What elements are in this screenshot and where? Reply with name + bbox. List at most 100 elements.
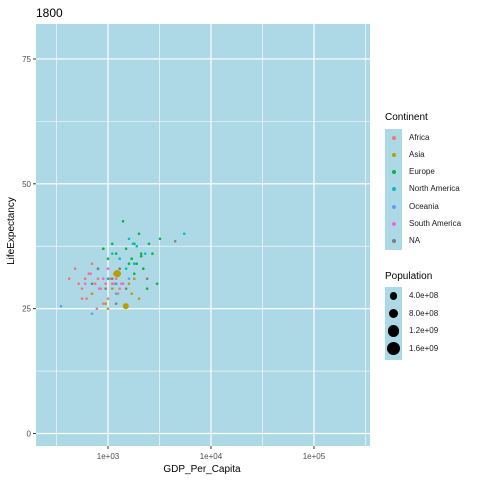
data-point [139, 254, 143, 258]
data-point [130, 257, 134, 261]
data-point [96, 277, 100, 280]
data-point [110, 282, 114, 285]
population-legend-title: Population [385, 271, 433, 282]
legend-key-dot [391, 222, 396, 226]
data-point [145, 277, 149, 280]
size-legend-label: 4.0e+08 [409, 291, 439, 300]
data-point [124, 287, 128, 290]
continent-legend: Continent Africa Asia Europe North America O… [385, 112, 461, 250]
data-point [90, 262, 94, 266]
size-key-dot [389, 292, 398, 300]
size-legend-label: 1.2e+09 [409, 326, 439, 335]
data-point [101, 247, 105, 251]
data-point [158, 237, 162, 241]
y-tick-label: 25 [22, 305, 31, 314]
data-point [90, 292, 94, 295]
data-point [95, 307, 99, 310]
legend-label: North America [409, 184, 460, 194]
legend-label: Europe [409, 167, 435, 177]
size-legend-label: 1.6e+09 [409, 343, 439, 353]
population-legend-keys [385, 287, 402, 360]
data-point [108, 277, 112, 280]
x-axis-label: GDP_Per_Capita [163, 464, 241, 475]
data-point [139, 252, 143, 256]
sized-data-point [122, 303, 129, 310]
legend-key-dot [391, 204, 396, 209]
data-point [112, 282, 116, 285]
data-point [118, 257, 122, 261]
y-axis-label: LifeExpectancy [6, 197, 17, 265]
data-point [120, 282, 123, 285]
data-point [114, 302, 118, 305]
data-point [173, 239, 177, 243]
data-point [110, 252, 114, 256]
legend-key-dot [391, 187, 396, 192]
data-point [85, 297, 88, 300]
legend-key-dot [391, 135, 396, 140]
axes: 1e+03 1e+04 1e+05 0 25 50 75 [22, 55, 326, 461]
data-points [59, 219, 186, 315]
data-point [127, 262, 131, 266]
population-legend: Population 4.0e+08 8.0e+08 1.2e+09 1.6e+09 [385, 271, 438, 360]
data-point [131, 242, 135, 246]
data-point [106, 297, 110, 300]
data-point [101, 277, 105, 280]
y-tick-label: 50 [22, 180, 31, 189]
data-point [114, 277, 118, 280]
plot-panel [36, 24, 370, 446]
data-point [106, 257, 110, 261]
data-point [83, 277, 87, 280]
legend-key-dot [391, 170, 396, 175]
data-point [59, 304, 63, 308]
legend-label: NA [409, 236, 421, 246]
data-point [83, 282, 87, 285]
size-key-dot [387, 342, 400, 355]
data-point [90, 312, 94, 315]
data-point [137, 232, 141, 236]
y-tick-label: 75 [22, 55, 31, 64]
data-point [93, 282, 97, 285]
data-point [90, 282, 94, 285]
data-point [132, 277, 136, 280]
x-tick-label: 1e+05 [303, 452, 326, 461]
data-point [96, 267, 100, 271]
data-point [135, 262, 138, 266]
data-point [121, 219, 125, 223]
data-point [87, 272, 91, 276]
sized-data-point [113, 270, 121, 278]
legend-label: Oceania [409, 201, 439, 211]
chart-title: 1800 [36, 6, 63, 20]
data-point [110, 287, 114, 290]
data-point [114, 282, 118, 285]
data-point [104, 287, 107, 290]
data-point [151, 252, 154, 256]
data-point [124, 267, 128, 271]
data-point [118, 267, 122, 271]
data-point [114, 252, 118, 256]
data-point [118, 287, 122, 290]
data-point [101, 302, 105, 305]
data-point [141, 267, 145, 271]
continent-legend-title: Continent [385, 112, 428, 123]
data-point [106, 277, 110, 280]
data-point [137, 297, 141, 300]
size-legend-label: 8.0e+08 [409, 308, 439, 318]
legend-label: Asia [409, 149, 425, 159]
data-point [182, 232, 186, 236]
data-point [73, 267, 77, 271]
legend-key-dot [391, 152, 396, 157]
data-point [132, 272, 136, 276]
data-point [147, 242, 151, 246]
x-tick-label: 1e+04 [200, 452, 223, 461]
data-point [77, 282, 81, 285]
size-key-dot [388, 308, 399, 319]
data-point [104, 302, 107, 305]
data-point [67, 277, 71, 280]
data-point [106, 307, 110, 310]
data-point [89, 272, 93, 276]
x-tick-label: 1e+03 [97, 452, 120, 461]
data-point [135, 244, 138, 248]
data-point [110, 277, 114, 280]
data-point [106, 267, 110, 271]
